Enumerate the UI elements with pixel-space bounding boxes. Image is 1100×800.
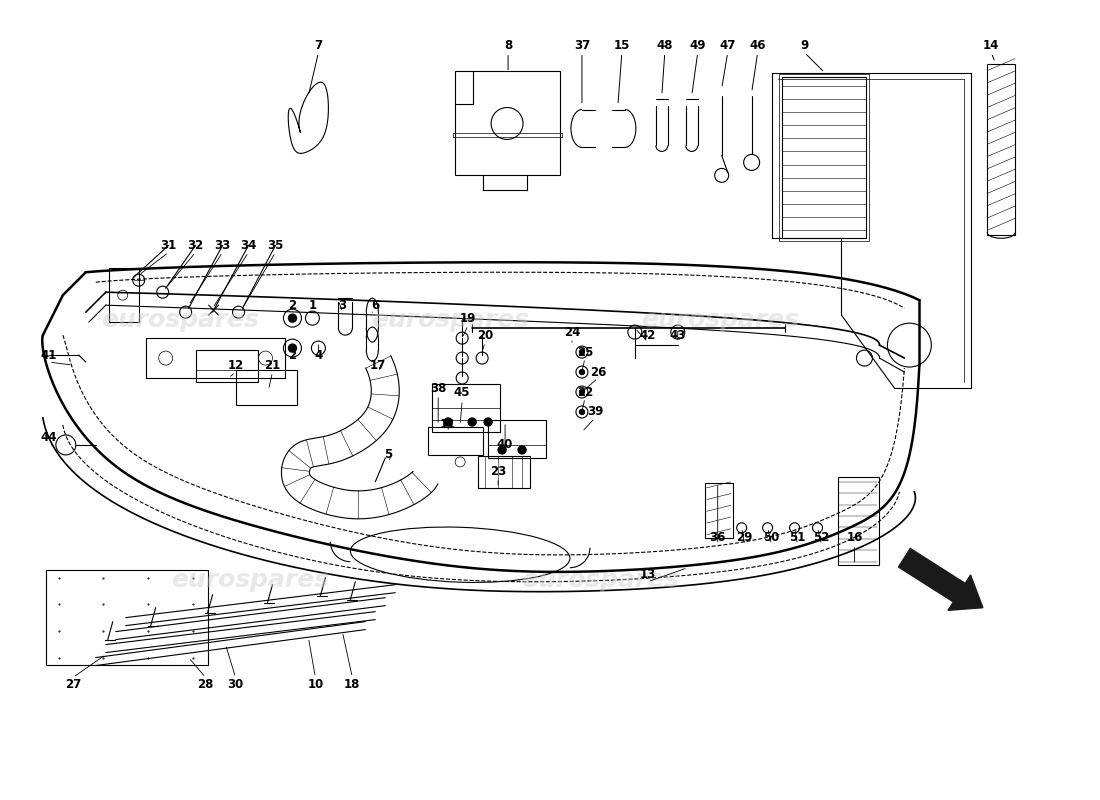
Text: 37: 37: [574, 39, 590, 52]
Text: 18: 18: [344, 678, 361, 691]
Text: 39: 39: [586, 406, 603, 418]
Text: 29: 29: [737, 531, 752, 544]
Text: 45: 45: [454, 386, 471, 398]
Text: 30: 30: [228, 678, 244, 691]
Bar: [782, 77, 867, 238]
Text: 44: 44: [41, 431, 57, 445]
Text: 33: 33: [214, 238, 231, 252]
Text: eurospares: eurospares: [101, 308, 260, 332]
Circle shape: [288, 314, 296, 322]
Text: 52: 52: [813, 531, 829, 544]
Text: 1: 1: [308, 298, 317, 312]
Text: 14: 14: [983, 39, 1000, 52]
Text: 25: 25: [576, 346, 593, 358]
Bar: [432, 384, 500, 432]
Bar: [196, 350, 257, 382]
Text: 35: 35: [267, 238, 284, 252]
Bar: [837, 477, 879, 565]
Bar: [705, 483, 733, 538]
Text: 49: 49: [690, 39, 706, 52]
Text: 22: 22: [576, 386, 593, 398]
Text: 36: 36: [710, 531, 726, 544]
Text: 2: 2: [288, 349, 297, 362]
Text: 17: 17: [371, 358, 386, 371]
Text: 43: 43: [670, 329, 686, 342]
Text: 26: 26: [590, 366, 606, 378]
Circle shape: [484, 418, 492, 426]
Text: 40: 40: [497, 438, 514, 451]
Circle shape: [580, 410, 584, 414]
Text: 5: 5: [384, 449, 393, 462]
Text: eurospares: eurospares: [521, 568, 679, 592]
Text: 23: 23: [490, 466, 506, 478]
Circle shape: [518, 446, 526, 454]
Text: 12: 12: [228, 358, 244, 371]
Text: 42: 42: [639, 329, 656, 342]
Text: 51: 51: [790, 531, 806, 544]
Text: 47: 47: [719, 39, 736, 52]
Bar: [779, 74, 869, 242]
Bar: [488, 420, 546, 458]
FancyArrow shape: [899, 549, 983, 610]
Text: 13: 13: [640, 568, 656, 581]
Text: 32: 32: [187, 238, 204, 252]
Text: 24: 24: [564, 326, 580, 338]
Text: eurospares: eurospares: [172, 568, 330, 592]
Text: 48: 48: [657, 39, 673, 52]
Text: 46: 46: [749, 39, 766, 52]
Bar: [453, 134, 562, 138]
Bar: [428, 427, 483, 455]
Text: eurospares: eurospares: [640, 308, 799, 332]
Text: 8: 8: [504, 39, 513, 52]
Text: 16: 16: [846, 531, 862, 544]
Text: 9: 9: [801, 39, 808, 52]
Text: 34: 34: [240, 238, 256, 252]
Text: 27: 27: [65, 678, 81, 691]
Circle shape: [580, 370, 584, 374]
Circle shape: [444, 418, 452, 426]
Text: 38: 38: [430, 382, 447, 394]
Bar: [478, 456, 530, 488]
Text: 31: 31: [161, 238, 177, 252]
Bar: [235, 370, 297, 405]
Text: 7: 7: [315, 39, 322, 52]
Text: 50: 50: [763, 531, 780, 544]
Text: eurospares: eurospares: [371, 308, 529, 332]
Text: 11: 11: [440, 418, 456, 431]
Text: 19: 19: [460, 312, 476, 325]
Circle shape: [580, 390, 584, 394]
Bar: [987, 63, 1015, 235]
Text: 6: 6: [371, 298, 380, 312]
Circle shape: [469, 418, 476, 426]
Text: 4: 4: [315, 349, 322, 362]
Circle shape: [288, 344, 296, 352]
Text: 15: 15: [614, 39, 630, 52]
Text: 2: 2: [288, 298, 297, 312]
Bar: [46, 570, 208, 665]
Text: 3: 3: [339, 298, 346, 312]
Text: 41: 41: [41, 349, 57, 362]
Circle shape: [498, 446, 506, 454]
Text: 10: 10: [307, 678, 323, 691]
Text: 21: 21: [264, 358, 280, 371]
Circle shape: [580, 350, 584, 354]
Text: 20: 20: [477, 329, 493, 342]
Text: 28: 28: [197, 678, 213, 691]
